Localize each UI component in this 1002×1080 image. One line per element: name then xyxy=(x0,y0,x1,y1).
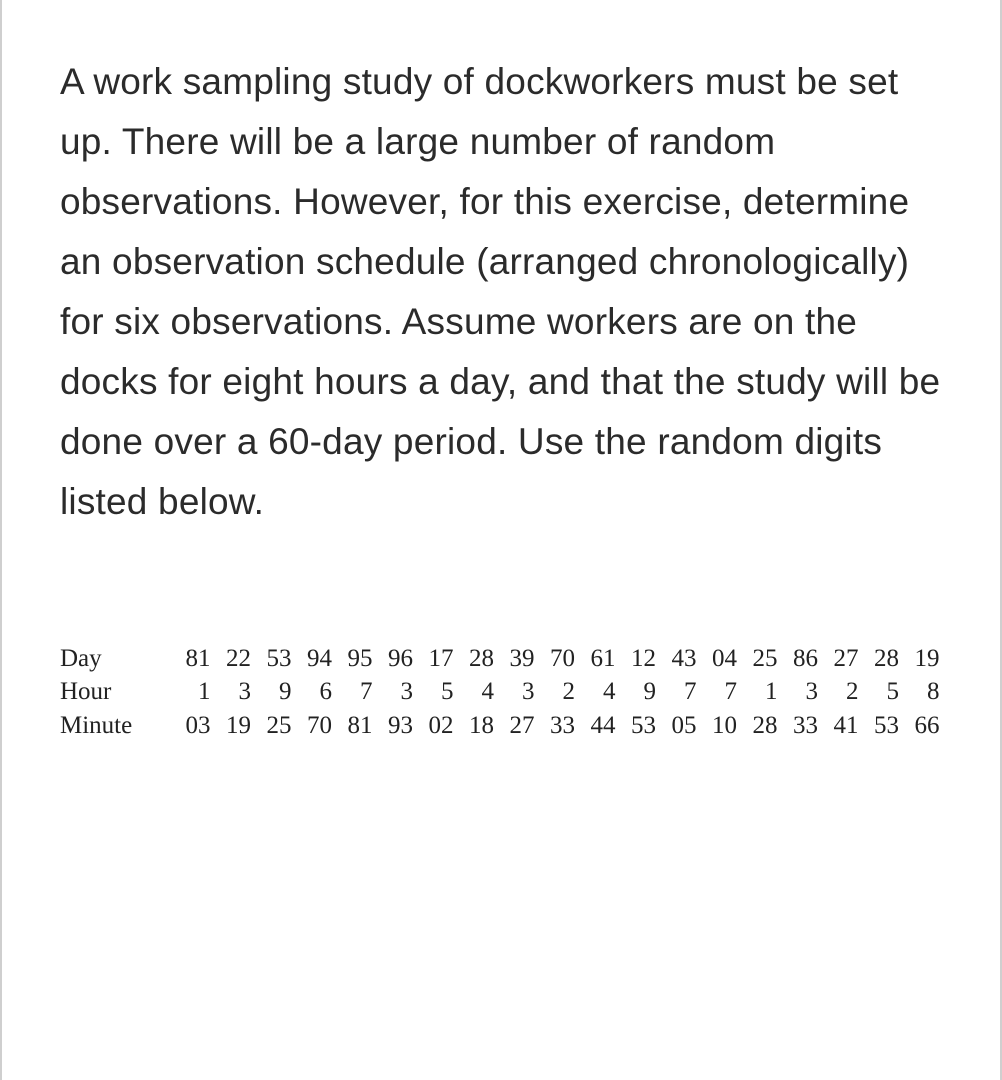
table-cell: 66 xyxy=(899,709,940,743)
table-cell: 3 xyxy=(211,675,252,709)
table-cell: 5 xyxy=(859,675,900,709)
table-cell: 81 xyxy=(332,709,373,743)
table-cell: 28 xyxy=(859,642,900,676)
table-cell: 61 xyxy=(575,642,616,676)
page-container: A work sampling study of dockworkers mus… xyxy=(0,0,1002,1080)
table-cell: 05 xyxy=(656,709,697,743)
table-cell: 44 xyxy=(575,709,616,743)
table-row-minute: Minute 031925708193021827334453051028334… xyxy=(60,709,942,743)
table-cell: 1 xyxy=(737,675,778,709)
table-cell: 70 xyxy=(535,642,576,676)
table-cell: 86 xyxy=(778,642,819,676)
table-cell: 53 xyxy=(251,642,292,676)
table-cell: 22 xyxy=(211,642,252,676)
table-cell: 10 xyxy=(697,709,738,743)
table-cell: 95 xyxy=(332,642,373,676)
table-cell: 39 xyxy=(494,642,535,676)
table-cell: 3 xyxy=(778,675,819,709)
row-label-hour: Hour xyxy=(60,675,170,709)
table-cell: 43 xyxy=(656,642,697,676)
table-cell: 6 xyxy=(292,675,333,709)
table-row-hour: Hour 1396735432497713258 xyxy=(60,675,942,709)
row-label-day: Day xyxy=(60,642,170,676)
table-cell: 93 xyxy=(373,709,414,743)
table-cell: 9 xyxy=(616,675,657,709)
table-cell: 12 xyxy=(616,642,657,676)
table-cell: 18 xyxy=(454,709,495,743)
table-cell: 3 xyxy=(373,675,414,709)
table-cell: 25 xyxy=(251,709,292,743)
table-cell: 27 xyxy=(818,642,859,676)
table-cell: 02 xyxy=(413,709,454,743)
table-cell: 17 xyxy=(413,642,454,676)
table-cell: 3 xyxy=(494,675,535,709)
table-cell: 9 xyxy=(251,675,292,709)
table-cell: 53 xyxy=(616,709,657,743)
table-cell: 33 xyxy=(778,709,819,743)
problem-paragraph: A work sampling study of dockworkers mus… xyxy=(60,52,942,532)
table-cell: 2 xyxy=(535,675,576,709)
table-row-day: Day 812253949596172839706112430425862728… xyxy=(60,642,942,676)
table-cell: 27 xyxy=(494,709,535,743)
table-cell: 25 xyxy=(737,642,778,676)
table-cell: 8 xyxy=(899,675,940,709)
table-cell: 41 xyxy=(818,709,859,743)
table-cell: 19 xyxy=(899,642,940,676)
row-cells-day: 81225394959617283970611243042586272819 xyxy=(170,642,940,676)
table-cell: 28 xyxy=(737,709,778,743)
table-cell: 70 xyxy=(292,709,333,743)
table-cell: 1 xyxy=(170,675,211,709)
table-cell: 03 xyxy=(170,709,211,743)
table-cell: 2 xyxy=(818,675,859,709)
row-cells-minute: 03192570819302182733445305102833415366 xyxy=(170,709,940,743)
table-cell: 19 xyxy=(211,709,252,743)
table-cell: 96 xyxy=(373,642,414,676)
table-cell: 81 xyxy=(170,642,211,676)
table-cell: 94 xyxy=(292,642,333,676)
table-cell: 7 xyxy=(697,675,738,709)
table-cell: 7 xyxy=(656,675,697,709)
table-cell: 7 xyxy=(332,675,373,709)
table-cell: 04 xyxy=(697,642,738,676)
table-cell: 28 xyxy=(454,642,495,676)
table-cell: 33 xyxy=(535,709,576,743)
table-cell: 4 xyxy=(575,675,616,709)
row-cells-hour: 1396735432497713258 xyxy=(170,675,940,709)
table-cell: 5 xyxy=(413,675,454,709)
table-cell: 53 xyxy=(859,709,900,743)
random-digits-table: Day 812253949596172839706112430425862728… xyxy=(60,642,942,743)
row-label-minute: Minute xyxy=(60,709,170,743)
table-cell: 4 xyxy=(454,675,495,709)
